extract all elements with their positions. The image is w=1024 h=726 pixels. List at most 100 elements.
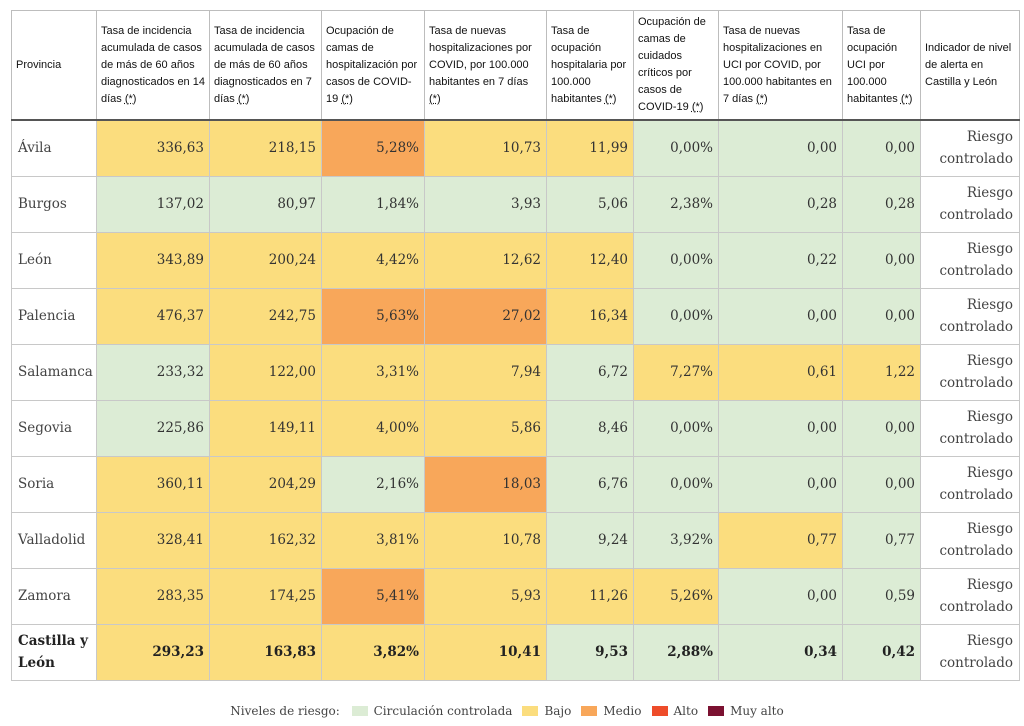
indicator-cell: 0,61	[718, 343, 843, 401]
indicator-cell: 163,83	[209, 623, 322, 681]
table-row: Palencia 476,37 242,75 5,63% 27,02 16,34 0,00%…	[11, 287, 1020, 345]
indicator-cell: 3,81%	[321, 511, 425, 569]
indicator-cell: 1,22	[842, 343, 921, 401]
indicator-cell: 0,00	[842, 399, 921, 457]
province-name: Zamora	[11, 567, 97, 625]
indicator-cell: 0,34	[718, 623, 843, 681]
indicator-cell: 0,00%	[633, 455, 719, 513]
alert-level: Riesgo controlado	[920, 623, 1020, 681]
indicator-cell: 0,00	[718, 455, 843, 513]
table-row: Soria 360,11 204,29 2,16% 18,03 6,76 0,00% 0,00…	[11, 455, 1020, 513]
legend-label: Medio	[603, 704, 642, 718]
table-row: Castilla y León 293,23 163,83 3,82% 10,41 9,5…	[11, 623, 1020, 681]
province-name: Salamanca	[11, 343, 97, 401]
indicator-cell: 200,24	[209, 231, 322, 289]
alert-level: Riesgo controlado	[920, 119, 1020, 177]
indicator-cell: 10,41	[424, 623, 547, 681]
table-row: Zamora 283,35 174,25 5,41% 5,93 11,26 5,26% 0,0…	[11, 567, 1020, 625]
indicator-cell: 0,59	[842, 567, 921, 625]
indicator-cell: 0,00	[842, 231, 921, 289]
indicator-cell: 10,78	[424, 511, 547, 569]
alert-level: Riesgo controlado	[920, 231, 1020, 289]
province-name: Valladolid	[11, 511, 97, 569]
footnote-link[interactable]: (*)	[124, 92, 137, 105]
indicator-cell: 16,34	[546, 287, 634, 345]
column-header-0: Provincia	[11, 10, 97, 121]
legend-label: Muy alto	[730, 704, 784, 718]
indicator-cell: 4,42%	[321, 231, 425, 289]
column-header-7: Tasa de nuevas hospitalizaciones en UCI …	[718, 10, 843, 121]
indicator-cell: 5,63%	[321, 287, 425, 345]
indicator-cell: 0,00%	[633, 119, 719, 177]
indicator-cell: 0,00	[842, 455, 921, 513]
legend-item: Medio	[581, 704, 642, 718]
indicator-cell: 5,26%	[633, 567, 719, 625]
column-header-label: Indicador de nivel de alerta en Castilla…	[925, 41, 1012, 88]
indicator-cell: 2,88%	[633, 623, 719, 681]
indicator-cell: 0,77	[718, 511, 843, 569]
province-name: Castilla y León	[11, 623, 97, 681]
table-row: Salamanca 233,32 122,00 3,31% 7,94 6,72 7,27% 0…	[11, 343, 1020, 401]
province-name: Soria	[11, 455, 97, 513]
indicator-cell: 218,15	[209, 119, 322, 177]
indicator-cell: 225,86	[96, 399, 210, 457]
legend-title: Niveles de riesgo:	[230, 704, 340, 718]
indicator-cell: 18,03	[424, 455, 547, 513]
indicator-cell: 80,97	[209, 175, 322, 233]
indicator-cell: 149,11	[209, 399, 322, 457]
indicator-cell: 6,72	[546, 343, 634, 401]
legend-swatch	[708, 706, 725, 716]
table-body: Ávila 336,63 218,15 5,28% 10,73 11,99 0,00% 0,0…	[11, 119, 1020, 681]
indicator-cell: 336,63	[96, 119, 210, 177]
province-name: León	[11, 231, 97, 289]
column-header-label: Tasa de incidencia acumulada de casos de…	[101, 24, 205, 105]
column-header-label: Tasa de nuevas hospitalizaciones en UCI …	[723, 24, 832, 105]
indicator-cell: 242,75	[209, 287, 322, 345]
column-header-label: Provincia	[16, 58, 62, 71]
column-header-label: Ocupación de camas de cuidados críticos …	[638, 16, 706, 113]
indicator-cell: 10,73	[424, 119, 547, 177]
column-header-label: Tasa de incidencia acumulada de casos de…	[214, 24, 315, 105]
indicator-cell: 2,38%	[633, 175, 719, 233]
indicator-cell: 0,00	[842, 287, 921, 345]
indicator-cell: 0,77	[842, 511, 921, 569]
table-row: Burgos 137,02 80,97 1,84% 3,93 5,06 2,38% 0,28 0…	[11, 175, 1020, 233]
legend-swatch	[651, 706, 668, 716]
indicator-cell: 12,62	[424, 231, 547, 289]
indicator-cell: 12,40	[546, 231, 634, 289]
legend-item: Alto	[651, 704, 698, 718]
footnote-link[interactable]: (*)	[900, 92, 913, 105]
header-row: Provincia Tasa de incidencia acumulada de…	[11, 10, 1020, 121]
indicator-cell: 2,16%	[321, 455, 425, 513]
indicator-cell: 6,76	[546, 455, 634, 513]
indicator-cell: 328,41	[96, 511, 210, 569]
footnote-link[interactable]: (*)	[429, 92, 441, 105]
indicator-cell: 137,02	[96, 175, 210, 233]
footnote-link[interactable]: (*)	[237, 92, 250, 105]
alert-level: Riesgo controlado	[920, 455, 1020, 513]
province-name: Palencia	[11, 287, 97, 345]
indicator-cell: 204,29	[209, 455, 322, 513]
indicator-cell: 122,00	[209, 343, 322, 401]
footnote-link[interactable]: (*)	[341, 92, 353, 105]
legend-items: Circulación controlada Bajo Medio Alto Muy a…	[351, 704, 794, 718]
table-row: Ávila 336,63 218,15 5,28% 10,73 11,99 0,00% 0,0…	[11, 119, 1020, 177]
table-row: León 343,89 200,24 4,42% 12,62 12,40 0,00% 0,22…	[11, 231, 1020, 289]
footnote-link[interactable]: (*)	[691, 101, 704, 113]
indicator-cell: 9,24	[546, 511, 634, 569]
column-header-5: Tasa de ocupación hospitalaria por 100.0…	[546, 10, 634, 121]
footnote-link[interactable]: (*)	[756, 92, 768, 105]
table-row: Segovia 225,86 149,11 4,00% 5,86 8,46 0,00% 0,0…	[11, 399, 1020, 457]
indicator-cell: 0,00	[718, 287, 843, 345]
column-header-label: Tasa de nuevas hospitalizaciones por COV…	[429, 24, 532, 88]
province-name: Burgos	[11, 175, 97, 233]
legend-item: Muy alto	[708, 704, 784, 718]
legend-swatch	[351, 706, 368, 716]
indicator-cell: 7,27%	[633, 343, 719, 401]
alert-level: Riesgo controlado	[920, 343, 1020, 401]
indicator-cell: 7,94	[424, 343, 547, 401]
indicator-cell: 3,31%	[321, 343, 425, 401]
alert-level: Riesgo controlado	[920, 175, 1020, 233]
indicator-cell: 11,99	[546, 119, 634, 177]
footnote-link[interactable]: (*)	[604, 92, 617, 105]
